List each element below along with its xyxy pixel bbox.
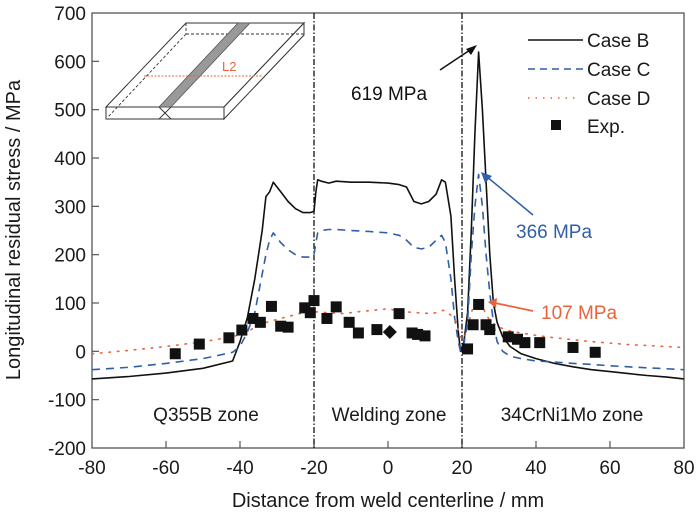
x-tick-label: -80 <box>78 458 105 479</box>
exp-point <box>567 341 579 353</box>
zone-label-q355b: Q355B zone <box>153 405 259 426</box>
y-tick-label: 500 <box>54 101 86 122</box>
exp-point <box>265 300 277 312</box>
x-tick-label: -60 <box>152 458 179 479</box>
zone-label-welding: Welding zone <box>332 405 447 426</box>
exp-point <box>299 302 311 314</box>
x-tick-label: 60 <box>599 458 620 479</box>
legend-item-case-b: Case B <box>528 31 649 52</box>
exp-point <box>534 337 546 349</box>
inset-plate-side <box>223 21 305 121</box>
y-tick-label: 400 <box>54 149 86 170</box>
x-tick-label: -20 <box>300 458 327 479</box>
y-tick-label: 0 <box>75 342 86 363</box>
legend-item-case-c: Case C <box>528 60 650 81</box>
exp-point <box>321 312 333 324</box>
legend: Case B Case C Case D Exp. <box>528 31 650 138</box>
exp-point <box>412 328 424 340</box>
exp-point <box>169 348 181 360</box>
y-tick-label: 300 <box>54 197 86 218</box>
exp-point <box>467 319 479 331</box>
legend-item-exp: Exp. <box>551 117 625 138</box>
exp-point <box>462 343 474 355</box>
exp-point <box>393 308 405 320</box>
x-tick-label: 80 <box>673 458 694 479</box>
zone-label-34crni1mo: 34CrNi1Mo zone <box>501 405 644 426</box>
inset-l2-label: L2 <box>222 59 236 74</box>
y-tick-label: 700 <box>54 4 86 25</box>
y-tick-label: 600 <box>54 52 86 73</box>
exp-point <box>371 324 383 336</box>
exp-point <box>352 327 364 339</box>
annotation-107: 107 MPa <box>488 298 617 324</box>
exp-point <box>343 316 355 328</box>
y-tick-label: -200 <box>48 439 86 460</box>
annotation-619-text: 619 MPa <box>351 84 427 105</box>
inset-weld-bead <box>158 22 251 108</box>
y-axis-ticks: -200 -100 0 100 200 300 400 500 600 700 <box>48 4 99 460</box>
series-line-case-b <box>92 51 684 380</box>
x-axis-title: Distance from weld centerline / mm <box>232 490 544 512</box>
exp-point <box>308 295 320 307</box>
annotation-366-text: 366 MPa <box>516 222 592 243</box>
exp-point <box>223 332 235 344</box>
exp-point <box>484 324 496 336</box>
exp-point <box>193 338 205 350</box>
legend-marker-exp <box>551 120 561 130</box>
x-tick-label: 40 <box>525 458 546 479</box>
legend-item-case-d: Case D <box>528 89 650 110</box>
zone-boundaries <box>313 13 463 448</box>
x-axis-ticks: -80 -60 -40 -20 0 20 40 60 80 <box>78 441 695 479</box>
exp-point <box>282 321 294 333</box>
y-tick-label: -100 <box>48 391 86 412</box>
annotation-619: 619 MPa <box>351 45 477 105</box>
exp-point <box>330 301 342 313</box>
exp-markers <box>169 295 601 360</box>
exp-point-diamond <box>382 325 397 339</box>
exp-point <box>512 333 523 345</box>
inset-plate-sketch: L2 <box>104 21 306 121</box>
exp-point <box>473 298 485 310</box>
y-tick-label: 100 <box>54 294 86 315</box>
exp-point <box>519 337 531 349</box>
legend-label-case-d: Case D <box>587 89 650 110</box>
series-line-case-c <box>92 173 684 371</box>
legend-label-exp: Exp. <box>587 117 625 138</box>
exp-point <box>419 330 431 342</box>
annotation-366: 366 MPa <box>481 172 592 243</box>
y-axis-title: Longitudinal residual stress / MPa <box>3 79 25 380</box>
series-line-case-d <box>92 298 684 355</box>
exp-point <box>275 320 287 332</box>
exp-point <box>254 316 266 328</box>
exp-point <box>304 307 316 319</box>
exp-point <box>247 312 259 324</box>
exp-point <box>589 346 601 358</box>
series-layer <box>92 51 684 380</box>
annotation-107-text: 107 MPa <box>541 303 617 324</box>
legend-label-case-c: Case C <box>587 60 650 81</box>
x-tick-label: -40 <box>226 458 253 479</box>
exp-point <box>236 324 248 336</box>
y-tick-label: 200 <box>54 246 86 267</box>
x-tick-label: 0 <box>383 458 394 479</box>
exp-point <box>406 327 418 339</box>
legend-label-case-b: Case B <box>587 31 649 52</box>
x-tick-label: 20 <box>451 458 472 479</box>
exp-point <box>502 331 514 343</box>
